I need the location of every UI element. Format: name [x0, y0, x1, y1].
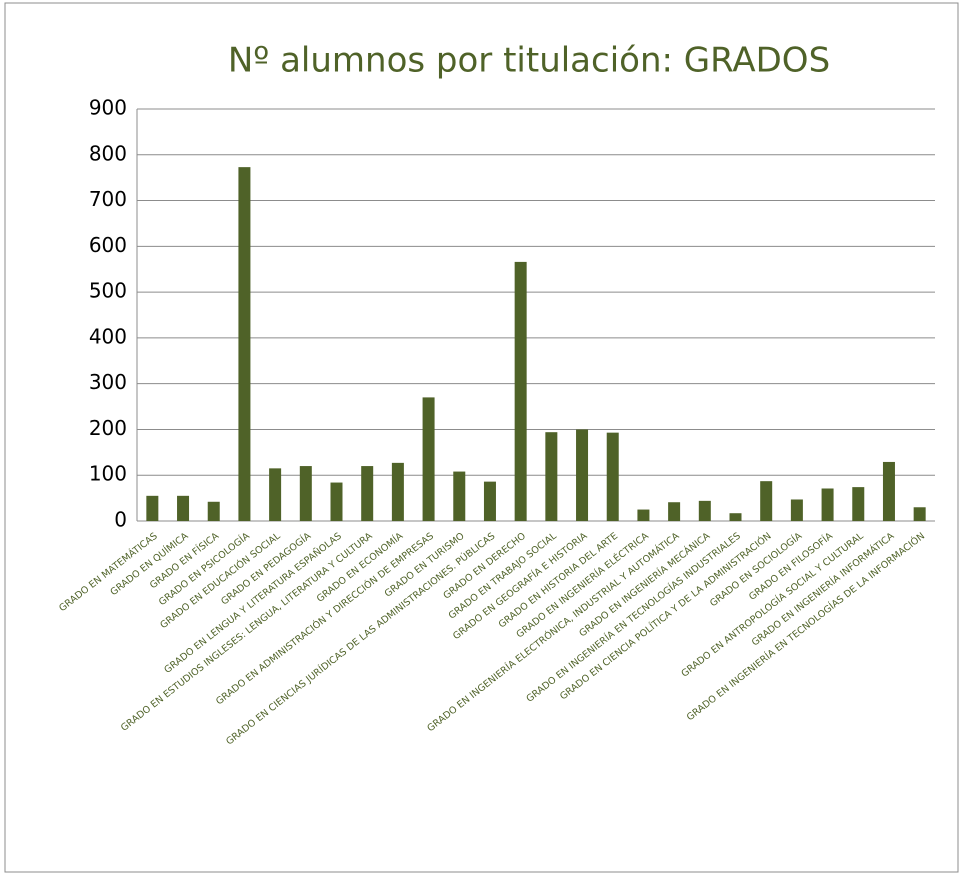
bar [422, 397, 435, 521]
chart-title: Nº alumnos por titulación: GRADOS [228, 41, 830, 81]
bar [269, 468, 282, 521]
bar [821, 488, 834, 521]
bar [913, 507, 926, 521]
bar [453, 471, 466, 521]
bar [177, 495, 190, 521]
y-tick-label: 400 [89, 324, 127, 348]
bar [483, 481, 496, 521]
bar [729, 513, 742, 521]
y-tick-label: 0 [114, 508, 127, 532]
bar [698, 500, 711, 521]
bar [760, 481, 773, 521]
y-tick-label: 100 [89, 462, 127, 486]
y-tick-label: 900 [89, 96, 127, 120]
bar [330, 482, 343, 521]
y-tick-label: 300 [89, 370, 127, 394]
bar [606, 432, 619, 521]
y-tick-label: 200 [89, 416, 127, 440]
y-tick-label: 800 [89, 141, 127, 165]
bar [852, 487, 865, 521]
bar [238, 167, 251, 522]
y-tick-label: 700 [89, 187, 127, 211]
y-tick-label: 500 [89, 279, 127, 303]
bar [545, 432, 558, 521]
bar [146, 495, 159, 521]
bar [299, 466, 312, 521]
y-tick-label: 600 [89, 233, 127, 257]
bar [668, 502, 681, 521]
bar [391, 462, 404, 521]
bar [361, 466, 374, 521]
chart-frame [4, 2, 959, 873]
bar [637, 509, 650, 521]
bar [514, 261, 527, 521]
bar [790, 499, 803, 521]
bar [882, 461, 895, 521]
bar [207, 501, 220, 521]
bar [576, 429, 589, 521]
